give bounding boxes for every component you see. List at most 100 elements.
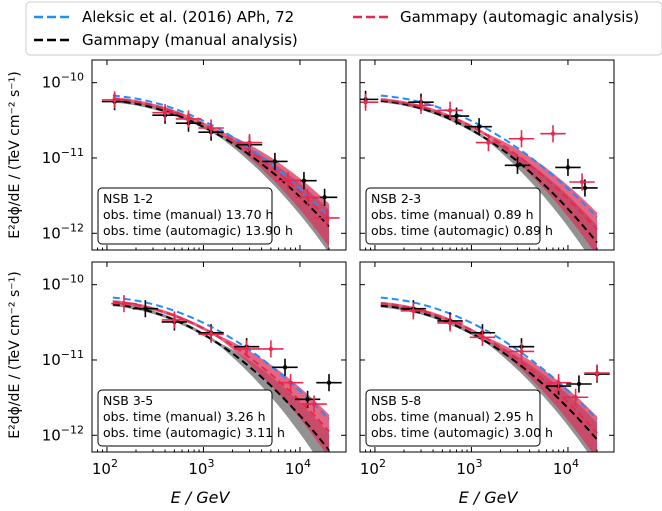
band-manual bbox=[380, 99, 597, 250]
info-line: obs. time (automagic) 13.90 h bbox=[103, 223, 293, 238]
y-tick-label-exp: −12 bbox=[61, 423, 84, 436]
info-line: obs. time (manual) 13.70 h bbox=[103, 207, 273, 222]
x-tick-label: 102 bbox=[360, 457, 386, 478]
data-point-manual bbox=[454, 113, 459, 119]
y-tick-label-exp: −11 bbox=[61, 146, 84, 159]
axes-frame bbox=[359, 59, 615, 251]
data-point-auto bbox=[411, 308, 416, 313]
info-box bbox=[365, 389, 541, 447]
info-line: obs. time (manual) 3.26 h bbox=[103, 409, 266, 424]
model-line-auto bbox=[112, 300, 330, 433]
y-tick-label: 10−12 bbox=[42, 423, 84, 444]
data-point-auto bbox=[247, 140, 252, 145]
x-tick-label: 102 bbox=[92, 457, 118, 478]
data-point-auto bbox=[519, 349, 524, 354]
data-point-auto bbox=[162, 110, 168, 115]
legend-label-manual: Gammapy (manual analysis) bbox=[82, 31, 298, 49]
data-point-auto bbox=[172, 317, 177, 323]
info-line: NSB 2-3 bbox=[371, 191, 421, 206]
data-point-manual bbox=[282, 365, 288, 370]
data-point-auto bbox=[208, 331, 214, 337]
y-tick-label-exp: −11 bbox=[61, 348, 84, 361]
legend: Aleksic et al. (2016) APh, 72 Gammapy (a… bbox=[25, 1, 662, 56]
data-point-manual bbox=[515, 163, 520, 168]
data-point-auto bbox=[186, 116, 191, 122]
model-line-manual bbox=[112, 303, 330, 451]
legend-frame bbox=[25, 1, 662, 56]
data-point-auto bbox=[447, 108, 453, 113]
y-tick-label: 10−12 bbox=[42, 221, 84, 242]
info-line: obs. time (automagic) 0.89 h bbox=[371, 223, 553, 238]
model-line-aleksic bbox=[380, 94, 598, 218]
axes-frame bbox=[91, 59, 347, 251]
info-line: obs. time (automagic) 3.11 h bbox=[103, 425, 285, 440]
plot-area bbox=[101, 91, 340, 250]
data-point-auto bbox=[268, 346, 274, 352]
data-point-auto bbox=[579, 179, 585, 185]
x-axis-label-right: E / GeV bbox=[459, 488, 519, 507]
data-point-manual bbox=[143, 306, 148, 311]
data-point-auto bbox=[305, 195, 310, 200]
x-tick-label-exp: 3 bbox=[475, 457, 482, 470]
data-point-auto bbox=[288, 380, 293, 385]
data-point-auto bbox=[244, 346, 249, 352]
y-axis-label-bottom: E²dϕ/dE / (TeV cm⁻² s⁻¹) bbox=[7, 271, 23, 438]
band-auto bbox=[380, 98, 597, 250]
legend-label-auto: Gammapy (automagic analysis) bbox=[400, 8, 639, 26]
x-tick-label-exp: 4 bbox=[572, 457, 579, 470]
x-tick-labels: 102 103 104 102 103 104 bbox=[92, 457, 579, 478]
data-point-auto bbox=[324, 215, 330, 221]
data-point-manual bbox=[576, 381, 582, 387]
y-tick-label: 10−11 bbox=[42, 146, 84, 167]
model-line-aleksic bbox=[112, 94, 330, 218]
data-point-auto bbox=[519, 136, 524, 141]
band-auto bbox=[112, 300, 329, 452]
info-line: NSB 3-5 bbox=[103, 393, 153, 408]
x-tick-label-exp: 3 bbox=[207, 457, 214, 470]
model-line-manual bbox=[112, 99, 330, 228]
plot-area bbox=[111, 295, 342, 452]
data-point-auto bbox=[285, 178, 291, 183]
data-point-auto bbox=[594, 370, 600, 376]
data-point-auto bbox=[447, 320, 453, 326]
y-tick-label: 10−11 bbox=[42, 348, 84, 369]
data-point-auto bbox=[480, 335, 485, 340]
x-tick-label: 103 bbox=[456, 457, 482, 478]
y-tick-label: 10−10 bbox=[42, 273, 84, 294]
info-line: NSB 1-2 bbox=[103, 191, 153, 206]
data-point-manual bbox=[272, 159, 278, 164]
data-point-auto bbox=[486, 140, 491, 145]
data-point-auto bbox=[121, 301, 127, 306]
band-auto bbox=[112, 97, 329, 247]
y-tick-label-exp: −10 bbox=[61, 71, 84, 84]
data-point-manual bbox=[301, 178, 307, 183]
x-tick-label: 104 bbox=[285, 457, 311, 478]
x-tick-label: 104 bbox=[553, 457, 579, 478]
y-tick-label-exp: −10 bbox=[61, 273, 84, 286]
y-tick-label-exp: −12 bbox=[61, 221, 84, 234]
data-point-auto bbox=[418, 103, 424, 108]
plot-area bbox=[380, 296, 610, 452]
x-tick-label-exp: 2 bbox=[111, 457, 118, 470]
info-line: obs. time (manual) 2.95 h bbox=[371, 409, 534, 424]
data-point-manual bbox=[565, 165, 571, 170]
data-point-manual bbox=[305, 397, 310, 402]
model-line-auto bbox=[112, 97, 330, 222]
info-box bbox=[97, 187, 273, 245]
legend-label-aleksic: Aleksic et al. (2016) APh, 72 bbox=[82, 8, 294, 26]
axes-frame bbox=[359, 261, 615, 453]
data-point-manual bbox=[476, 124, 482, 129]
data-point-manual bbox=[326, 380, 332, 385]
x-tick-label-exp: 2 bbox=[379, 457, 386, 470]
data-point-manual bbox=[322, 195, 327, 200]
info-box bbox=[365, 187, 541, 245]
data-point-auto bbox=[208, 125, 214, 131]
data-point-auto bbox=[112, 97, 117, 103]
data-point-auto bbox=[550, 131, 556, 136]
info-line: obs. time (manual) 0.89 h bbox=[371, 207, 534, 222]
band-manual bbox=[112, 303, 329, 452]
